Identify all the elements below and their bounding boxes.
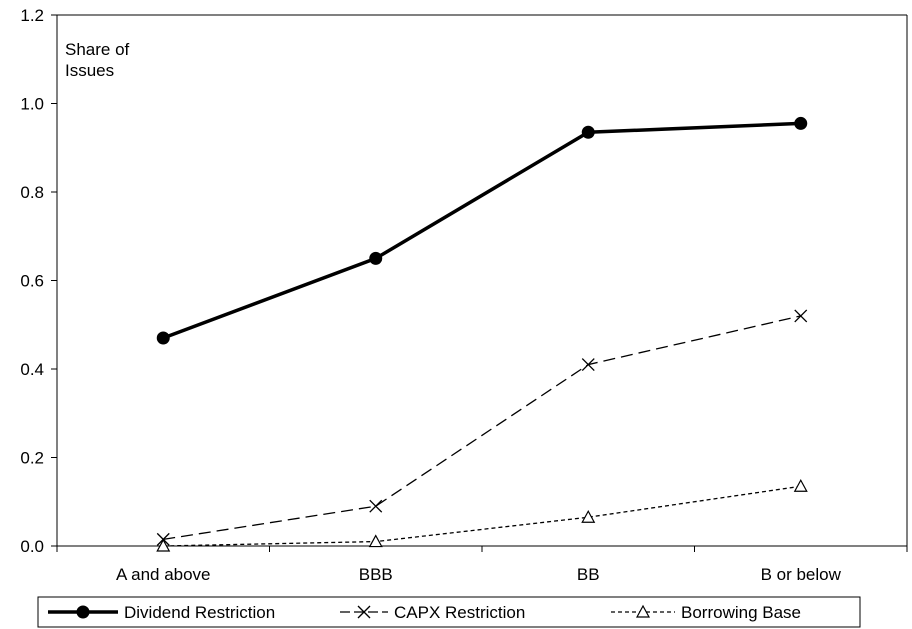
legend-item: Dividend Restriction — [48, 603, 275, 622]
legend-marker — [635, 604, 651, 618]
data-point — [793, 479, 808, 492]
legend-label: Dividend Restriction — [124, 603, 275, 622]
legend-label: CAPX Restriction — [394, 603, 525, 622]
series-2 — [156, 479, 808, 552]
data-point — [368, 534, 383, 548]
x-tick-label: BBB — [359, 565, 393, 584]
y-tick-label: 0.4 — [20, 360, 44, 379]
data-point — [581, 358, 595, 372]
data-point — [581, 125, 595, 139]
x-tick-label: BB — [577, 565, 600, 584]
series-line — [163, 485, 801, 547]
series-group — [156, 116, 808, 552]
legend-box — [37, 596, 861, 628]
data-point — [156, 331, 170, 345]
data-point — [369, 499, 383, 513]
legend: Dividend Restriction CAPX Restriction Borr… — [37, 596, 861, 628]
data-point — [581, 509, 596, 523]
y-tick-label: 0.0 — [20, 537, 44, 556]
data-point — [794, 116, 808, 130]
legend-item: CAPX Restriction — [340, 603, 525, 622]
y-tick-label: 0.2 — [20, 449, 44, 468]
axes — [56, 14, 908, 547]
legend-marker — [76, 605, 90, 619]
series-line — [162, 121, 801, 340]
legend-label: Borrowing Base — [681, 603, 801, 622]
y-tick-label: 1.2 — [20, 6, 44, 25]
x-tick-label: A and above — [116, 565, 211, 584]
y-tick-label: 1.0 — [20, 95, 44, 114]
y-tick-label: 0.8 — [20, 183, 44, 202]
series-line — [163, 315, 801, 541]
x-tick-label: B or below — [761, 565, 842, 584]
data-point — [369, 251, 383, 265]
y-tick-label: 0.6 — [20, 272, 44, 291]
data-point — [156, 538, 171, 552]
legend-item: Borrowing Base — [611, 603, 801, 622]
y-axis-label-line1: Share of — [65, 40, 130, 59]
x-ticks: A and above BBB BB B or below — [56, 546, 908, 584]
y-axis-label-line2: Issues — [65, 61, 114, 80]
y-ticks: 0.0 0.2 0.4 0.6 0.8 1.0 1.2 — [20, 6, 57, 556]
legend-marker — [357, 605, 371, 619]
series-0 — [156, 116, 808, 345]
series-1 — [156, 309, 808, 546]
data-point — [794, 309, 808, 323]
